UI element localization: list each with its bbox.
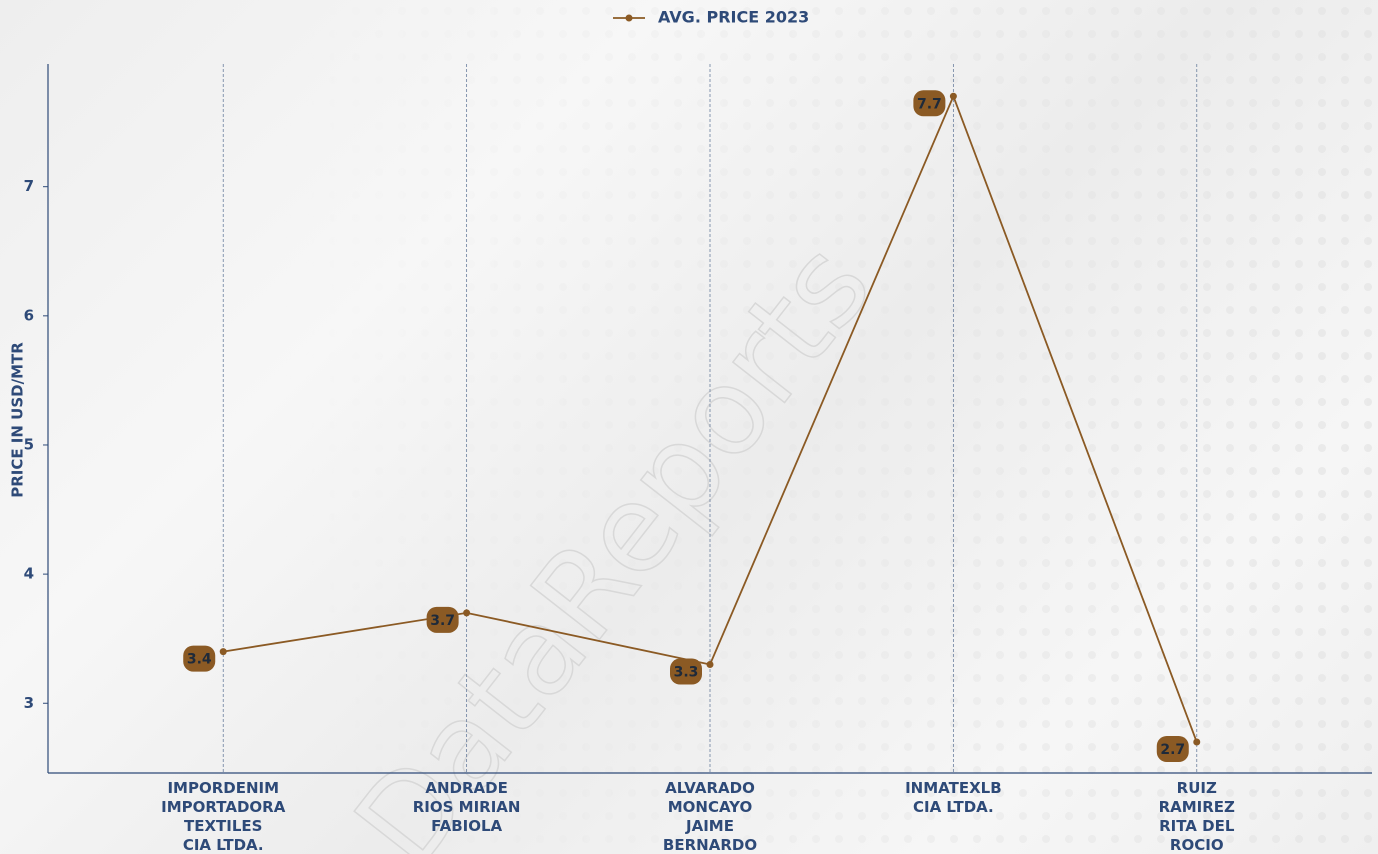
- data-label-bg: [1156, 736, 1189, 763]
- x-tick-label: ALVARADO MONCAYO JAIME BERNARDO: [662, 779, 758, 854]
- data-label-bg: [670, 658, 702, 685]
- data-label-bg: [183, 645, 216, 672]
- point: [949, 92, 957, 100]
- x-tick-label: IMPORDENIM IMPORTADORA TEXTILES CIA LTDA…: [161, 779, 286, 854]
- y-tick-label: 6: [24, 306, 34, 324]
- x-tick-label: RUIZ RAMIREZ RITA DEL ROCIO: [1158, 779, 1235, 854]
- data-label-bg: [913, 90, 946, 117]
- y-axis-label: PRICE IN USD/MTR: [9, 342, 27, 498]
- y-tick-label: 3: [24, 694, 34, 712]
- data-label: 7.7: [917, 96, 942, 112]
- y-tick-label: 4: [24, 565, 34, 583]
- data-label-bg: [426, 606, 459, 633]
- y-tick-label: 7: [24, 177, 34, 195]
- point: [706, 661, 714, 669]
- point: [463, 609, 471, 617]
- x-tick-label: INMATEXLB CIA LTDA.: [905, 779, 1002, 816]
- legend-marker: [625, 14, 633, 22]
- data-label: 2.7: [1160, 742, 1185, 758]
- legend-label: AVG. PRICE 2023: [658, 8, 809, 27]
- data-label: 3.7: [430, 613, 455, 629]
- point: [1193, 738, 1201, 746]
- y-tick-label: 5: [24, 435, 34, 453]
- data-label: 3.3: [674, 665, 699, 681]
- x-tick-label: ANDRADE RIOS MIRIAN FABIOLA: [412, 779, 521, 835]
- data-label: 3.4: [187, 652, 212, 668]
- point: [219, 648, 227, 656]
